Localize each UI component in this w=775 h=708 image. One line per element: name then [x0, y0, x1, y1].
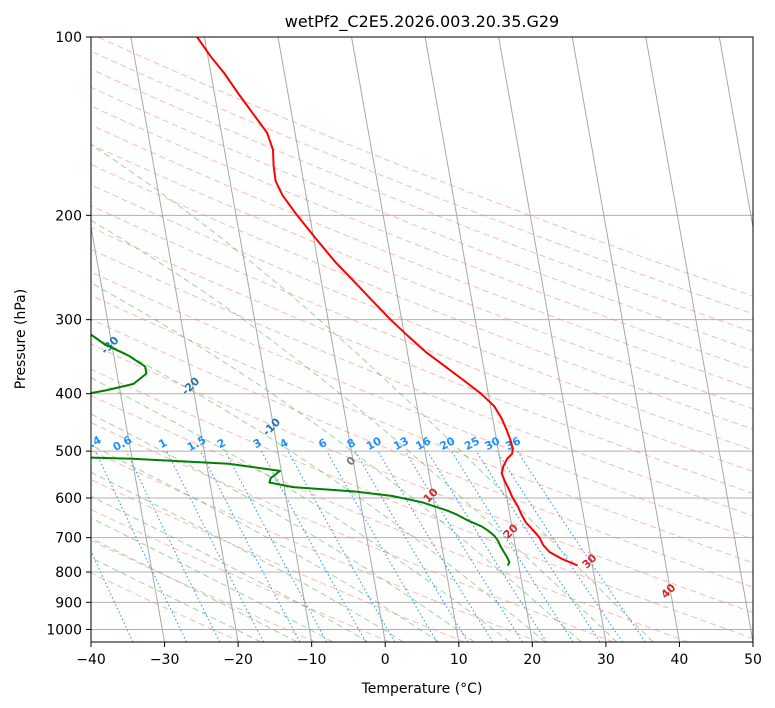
mixing-ratio-label: 10 — [364, 434, 384, 453]
isotherm-line — [203, 37, 313, 642]
plot-frame — [90, 36, 754, 643]
x-tick-label: 30 — [597, 652, 615, 668]
x-axis-ticks: −40 −30 −20 −10 0 10 20 30 40 50 — [76, 642, 762, 668]
plot-background — [91, 37, 753, 642]
y-tick-label: 500 — [55, 444, 82, 460]
moist-adiabat-line — [91, 377, 511, 642]
moist-adiabats — [91, 144, 654, 642]
mixing-ratio-line — [224, 450, 328, 642]
x-tick-label: −40 — [76, 652, 106, 668]
dry-adiabat-line — [91, 248, 753, 517]
mixing-ratio-label: 36 — [503, 434, 523, 453]
mixing-ratio-line — [516, 450, 646, 642]
y-tick-label: 700 — [55, 531, 82, 547]
moist-adiabat-line — [91, 282, 582, 642]
isotherm-line — [571, 37, 680, 642]
profile-line — [196, 37, 578, 567]
mixing-ratio-line — [496, 450, 624, 642]
moist-adiabat-line — [91, 517, 333, 642]
chart-title: wetPf2_C2E5.2026.003.20.35.G29 — [285, 12, 559, 32]
x-axis-label: Temperature (°C) — [361, 681, 483, 697]
mixing-ratio-line — [475, 450, 601, 642]
x-tick-label: 10 — [450, 652, 468, 668]
y-tick-label: 900 — [55, 595, 82, 611]
x-tick-label: 50 — [744, 652, 762, 668]
y-tick-label: 100 — [55, 30, 82, 46]
mixing-ratio-label: 0.2 — [30, 433, 53, 454]
mixing-ratio-line — [377, 450, 494, 642]
profile-line — [91, 333, 511, 566]
y-tick-label: 1000 — [46, 622, 82, 638]
dry-adiabat-line — [91, 50, 753, 315]
y-tick-label: 200 — [55, 208, 82, 224]
moist-adiabat-line — [91, 413, 475, 642]
mixing-ratio-line — [404, 450, 523, 642]
dry-adiabat-line — [91, 572, 242, 642]
dry-adiabat-line — [91, 105, 753, 371]
y-tick-label: 300 — [55, 313, 82, 329]
mixing-ratio-line — [260, 450, 367, 642]
isotherm-line — [718, 37, 753, 230]
mixing-ratio-line — [125, 450, 221, 642]
isotherm-line — [130, 37, 239, 642]
moist-adiabat-line — [91, 444, 440, 642]
y-tick-label: 600 — [55, 491, 82, 507]
isotherm-line — [424, 37, 533, 642]
moist-adiabat-line — [91, 219, 618, 642]
mixing-ratio-line — [287, 450, 396, 642]
dry-adiabat-line — [91, 540, 316, 642]
isotherm-line — [277, 37, 386, 642]
y-tick-label: 800 — [55, 565, 82, 581]
dry-adiabat-line — [91, 479, 465, 642]
y-axis-ticks: 100 200 300 400 500 600 700 800 900 1000 — [46, 30, 91, 638]
dry-adiabat-line — [91, 343, 753, 614]
moist-adiabat-line — [91, 557, 262, 642]
mixing-ratio-label: 13 — [391, 434, 411, 453]
dry-adiabat-line — [91, 163, 753, 430]
dry-adiabat-line — [91, 318, 753, 588]
y-axis-label: Pressure (hPa) — [13, 289, 29, 389]
mixing-ratio-line — [200, 450, 301, 642]
mixing-ratio-line — [451, 450, 574, 642]
mixing-ratio-lines — [91, 450, 646, 642]
y-tick-label: 400 — [55, 387, 82, 403]
x-tick-label: 40 — [670, 652, 688, 668]
isotherm-line — [645, 37, 753, 642]
dry-adiabat-line — [91, 226, 753, 494]
x-tick-label: 0 — [381, 652, 390, 668]
mixing-ratio-label: 30 — [483, 434, 503, 453]
moist-adiabat-line — [91, 495, 369, 642]
profile-series — [91, 37, 578, 567]
isotherm-line — [351, 37, 460, 642]
mixing-ratio-label: 25 — [462, 434, 482, 453]
moist-adiabat-line — [91, 144, 654, 642]
isotherm-line — [498, 37, 607, 642]
x-tick-label: 20 — [523, 652, 541, 668]
mixing-ratio-label: 20 — [438, 434, 458, 453]
mixing-ratio-label: 16 — [413, 434, 433, 453]
x-tick-label: −30 — [150, 652, 180, 668]
dry-adiabats — [91, 37, 753, 642]
mixing-ratio-line — [426, 450, 548, 642]
mixing-ratio-label: 0.1 — [0, 433, 7, 454]
dry-adiabat-line — [91, 422, 614, 642]
dry-adiabat-line — [91, 450, 540, 642]
dry-adiabat-line — [91, 68, 753, 333]
isotherms — [91, 37, 753, 642]
x-tick-label: −10 — [297, 652, 327, 668]
isotherm-line — [91, 224, 166, 642]
x-tick-label: −20 — [223, 652, 253, 668]
